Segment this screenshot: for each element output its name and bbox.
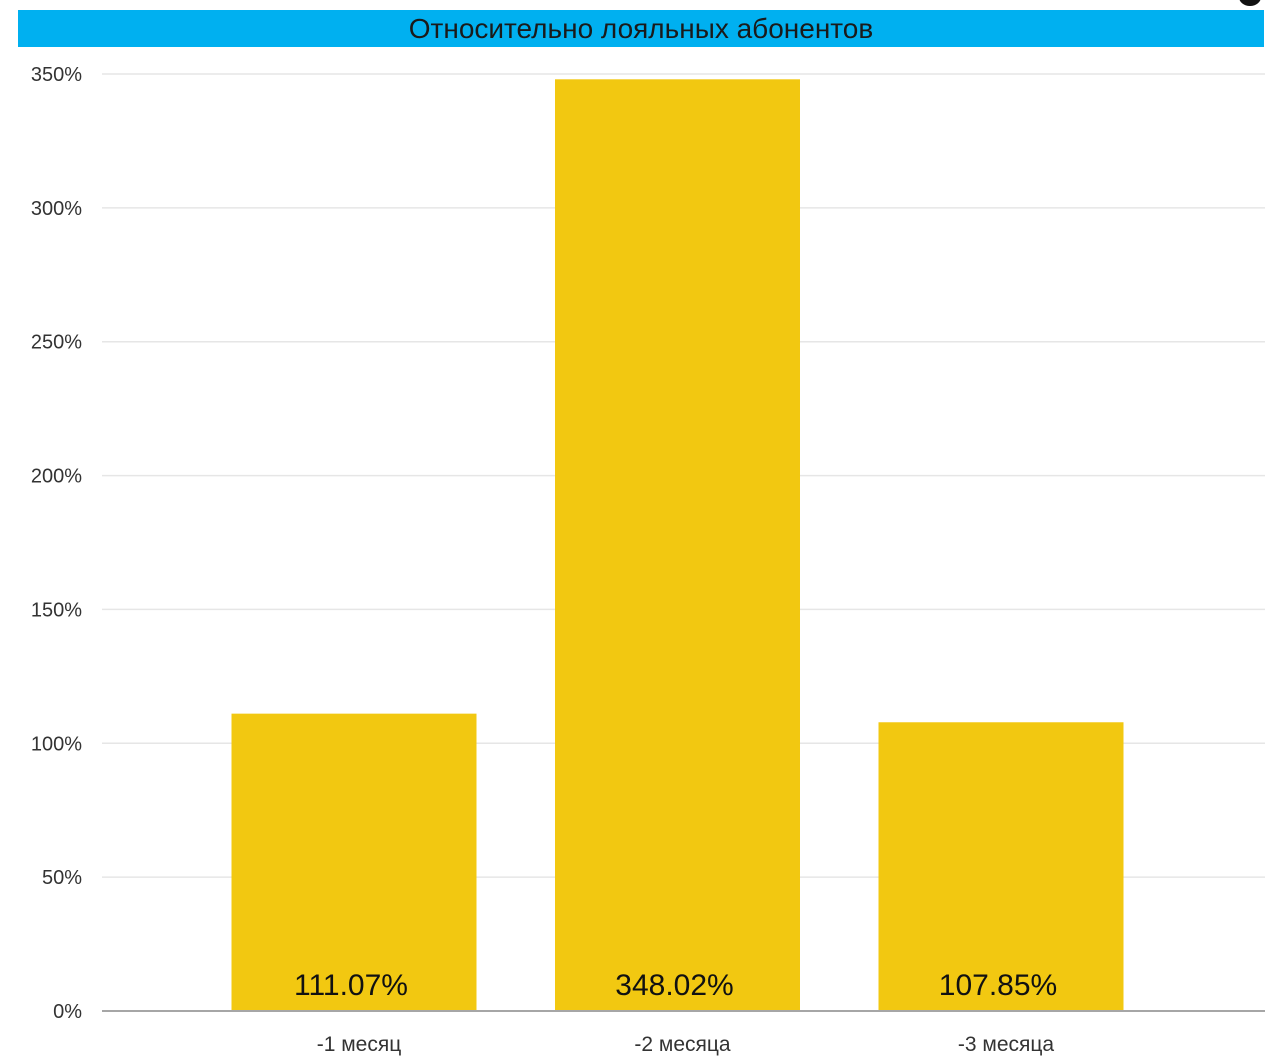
data-label: 107.85% [939, 969, 1057, 1002]
bar [555, 79, 800, 1012]
chart-title: Относительно лояльных абонентов [408, 12, 874, 44]
data-label: 111.07% [294, 969, 408, 1002]
y-axis-ticks: 0% 50% 100% 150% 200% 250% 300% 350% [31, 64, 82, 1023]
x-axis-categories: -1 месяц -2 месяца -3 месяца [317, 1033, 1055, 1056]
y-tick-label: 50% [42, 867, 82, 889]
data-labels: 111.07% 348.02% 107.85% [294, 969, 1057, 1002]
y-tick-label: 100% [31, 733, 82, 755]
y-tick-label: 250% [31, 332, 82, 354]
corner-marker-icon [1239, 0, 1261, 6]
bar [878, 722, 1124, 1011]
bars [231, 79, 1124, 1012]
chart-title-bar: Относительно лояльных абонентов [18, 10, 1264, 47]
y-tick-label: 200% [31, 466, 82, 488]
x-category-label: -1 месяц [317, 1033, 402, 1056]
y-tick-label: 150% [31, 599, 82, 621]
data-label: 348.02% [615, 969, 733, 1002]
x-category-label: -3 месяца [958, 1033, 1055, 1056]
bar [231, 713, 477, 1011]
y-tick-label: 350% [31, 64, 82, 86]
y-tick-label: 300% [31, 198, 82, 220]
y-tick-label: 0% [53, 1001, 82, 1023]
x-category-label: -2 месяца [634, 1033, 731, 1056]
